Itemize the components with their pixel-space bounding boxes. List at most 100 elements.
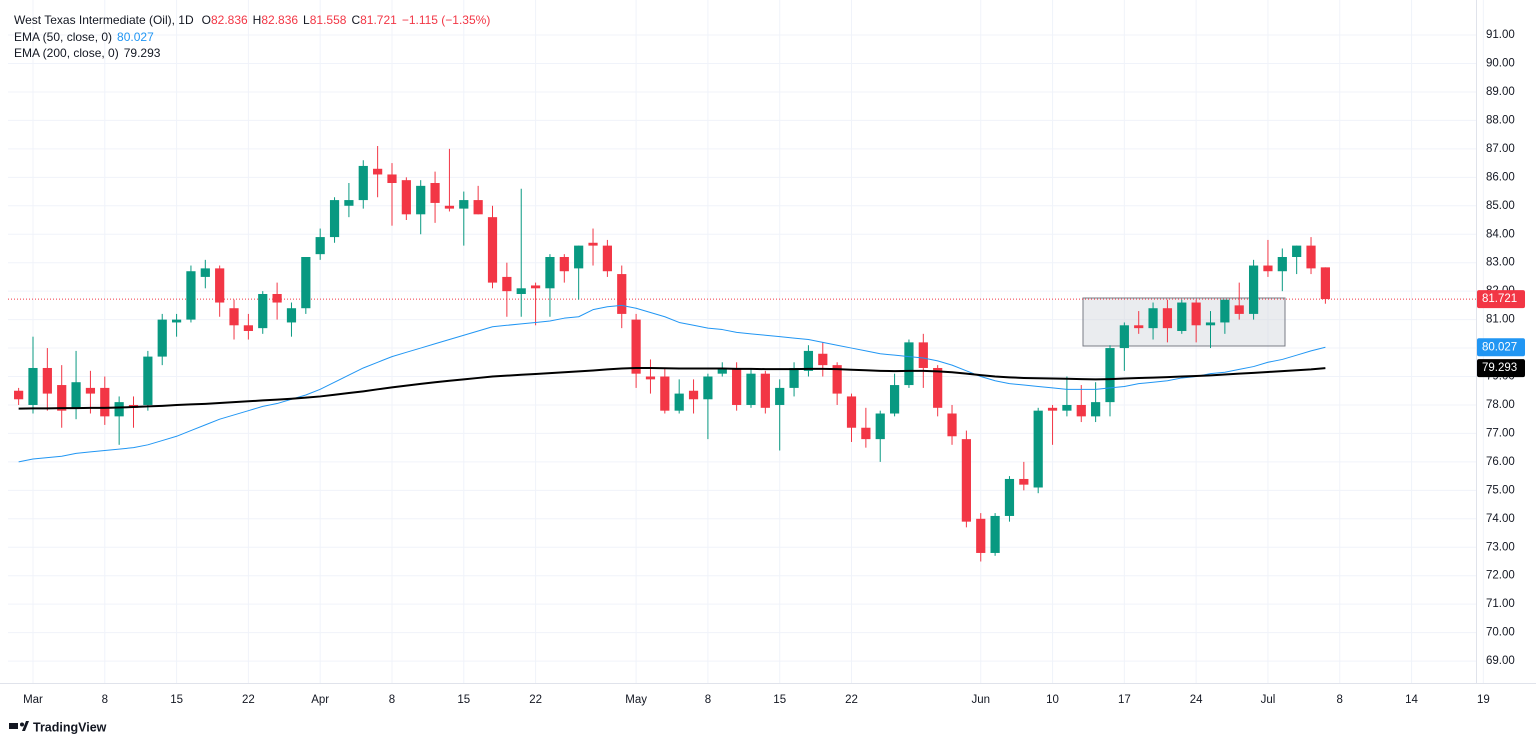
ema50-legend: EMA (50, close, 0) 80.027	[14, 30, 154, 44]
candle-body	[688, 390, 699, 400]
candle-body	[1263, 265, 1273, 272]
candle-body	[1220, 299, 1230, 323]
y-tick-label: 91.00	[1486, 29, 1515, 41]
candle-body	[1134, 325, 1144, 329]
candle-body	[559, 256, 569, 272]
candle-body	[1177, 302, 1187, 331]
candle-body	[703, 376, 713, 400]
y-tick-label: 83.00	[1486, 257, 1515, 269]
candle-body	[832, 365, 842, 394]
y-tick-label: 90.00	[1486, 58, 1515, 70]
candle-body	[1119, 325, 1129, 349]
ema-price-label-box	[1477, 338, 1525, 357]
candle-body	[674, 393, 684, 411]
candle-body	[28, 367, 38, 405]
candle-body	[746, 373, 756, 405]
y-tick-label: 86.00	[1486, 171, 1515, 183]
x-tick-label: 8	[705, 694, 711, 706]
candle-body	[272, 293, 282, 303]
y-tick-label: 78.00	[1486, 399, 1515, 411]
candle-body	[904, 342, 914, 386]
candle-body	[1047, 407, 1058, 411]
candle-body	[459, 200, 469, 209]
candle-body	[717, 367, 727, 374]
y-tick-label: 74.00	[1486, 513, 1515, 525]
y-tick-label: 89.00	[1486, 86, 1515, 98]
y-tick-label: 84.00	[1486, 228, 1515, 240]
candle-body	[171, 319, 182, 323]
candle-body	[588, 242, 598, 246]
candle-body	[57, 385, 67, 411]
candle-body	[430, 183, 440, 203]
high-value: 82.836	[261, 13, 298, 27]
candle-body	[502, 276, 512, 292]
x-tick-label: Mar	[23, 694, 43, 706]
candle-body	[645, 376, 656, 380]
candle-body	[100, 387, 110, 417]
x-tick-label: Apr	[311, 694, 329, 706]
candle-body	[286, 308, 297, 323]
candle-body	[760, 373, 770, 408]
x-tick-label: 22	[242, 694, 255, 706]
candle-body	[516, 288, 526, 294]
logo-shape	[9, 723, 18, 729]
y-tick-label: 75.00	[1486, 484, 1515, 496]
candle-body	[990, 515, 1000, 553]
candle-body	[42, 367, 52, 394]
candle-body	[530, 285, 541, 289]
candle-body	[1033, 410, 1043, 488]
close-label: C	[351, 13, 360, 27]
candle-body	[1248, 265, 1259, 314]
candle-body	[976, 518, 986, 553]
candle-body	[71, 382, 81, 408]
candle-body	[875, 413, 885, 440]
candle-body	[602, 245, 612, 272]
candle-body	[775, 387, 785, 405]
y-tick-label: 87.00	[1486, 143, 1515, 155]
ema200-name: EMA (200, close, 0)	[14, 46, 119, 60]
candle-body	[344, 200, 354, 206]
candle-body	[574, 245, 584, 269]
candle-body	[1148, 308, 1158, 329]
candle-body	[1205, 322, 1216, 326]
candle-body	[889, 385, 900, 414]
logo-dot	[20, 722, 24, 727]
close-value: 81.721	[360, 13, 397, 27]
last-price-label-box	[1477, 290, 1525, 309]
candle-body	[1076, 404, 1086, 417]
header-ohlc: West Texas Intermediate (Oil), 1D O82.836…	[14, 13, 490, 27]
x-tick-label: May	[625, 694, 647, 706]
x-tick-label: 14	[1405, 694, 1418, 706]
candle-body	[215, 268, 225, 303]
grid-layer	[8, 0, 1484, 683]
candle-body	[315, 237, 325, 255]
low-label: L	[303, 13, 310, 27]
axis-layer: 69.00 70.00 71.00 72.00 73.00 74.00 75.00 76.00…	[23, 29, 1525, 706]
candle-body	[157, 319, 167, 357]
candle-body	[1234, 305, 1244, 314]
candle-body	[387, 174, 397, 184]
x-tick-label: 8	[1337, 694, 1343, 706]
y-tick-label: 72.00	[1486, 570, 1515, 582]
candle-body	[918, 342, 928, 368]
candle-body	[258, 293, 268, 329]
x-tick-label: 17	[1118, 694, 1131, 706]
candle-body	[1004, 478, 1015, 516]
x-tick-label: 10	[1046, 694, 1059, 706]
candle-body	[617, 274, 627, 314]
candle-body	[85, 387, 96, 394]
y-tick-label: 85.00	[1486, 200, 1515, 212]
candle-body	[1162, 308, 1173, 329]
low-value: 81.558	[310, 13, 347, 27]
candle-body	[229, 308, 239, 326]
x-tick-label: 19	[1477, 694, 1490, 706]
open-label: O	[202, 13, 211, 27]
candle-body	[789, 367, 799, 388]
ema-line	[18, 304, 1326, 463]
candle-body	[1105, 348, 1115, 403]
x-tick-label: 15	[457, 694, 470, 706]
ema200-legend: EMA (200, close, 0) 79.293	[14, 46, 161, 60]
candle-body	[545, 256, 555, 289]
high-label: H	[253, 13, 262, 27]
